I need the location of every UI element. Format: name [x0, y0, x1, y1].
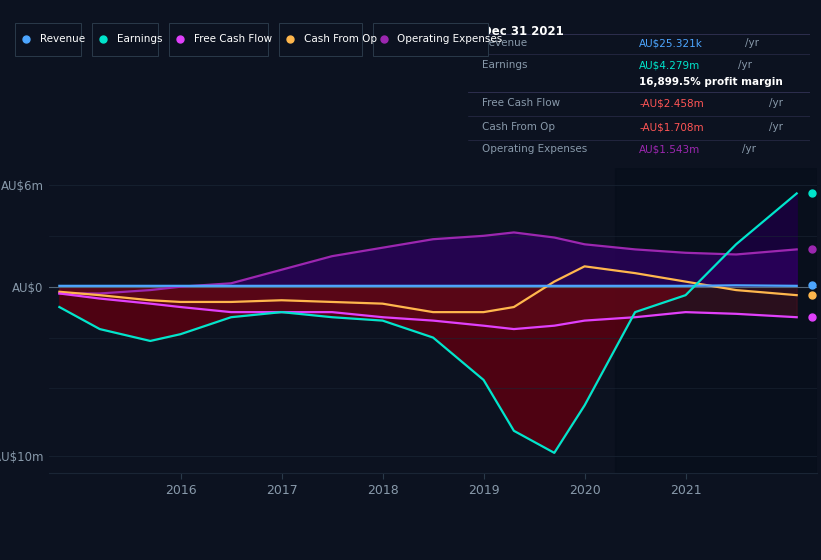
Text: /yr: /yr	[769, 122, 783, 132]
Text: 16,899.5% profit margin: 16,899.5% profit margin	[639, 77, 782, 87]
Text: AU$1.543m: AU$1.543m	[639, 144, 700, 155]
FancyBboxPatch shape	[279, 23, 361, 55]
Text: Operating Expenses: Operating Expenses	[482, 144, 587, 155]
Text: -AU$2.458m: -AU$2.458m	[639, 98, 704, 108]
FancyBboxPatch shape	[169, 23, 268, 55]
FancyBboxPatch shape	[15, 23, 81, 55]
Bar	[615, 168, 817, 473]
Text: /yr: /yr	[769, 98, 783, 108]
Text: /yr: /yr	[741, 144, 755, 155]
Text: Revenue: Revenue	[482, 38, 527, 48]
Text: Revenue: Revenue	[39, 34, 85, 44]
Text: AU$25.321k: AU$25.321k	[639, 38, 703, 48]
Text: -AU$1.708m: -AU$1.708m	[639, 122, 704, 132]
Text: AU$4.279m: AU$4.279m	[639, 60, 700, 71]
Text: Cash From Op: Cash From Op	[304, 34, 377, 44]
Text: Cash From Op: Cash From Op	[482, 122, 555, 132]
Text: /yr: /yr	[745, 38, 759, 48]
Text: Free Cash Flow: Free Cash Flow	[194, 34, 272, 44]
Text: Dec 31 2021: Dec 31 2021	[482, 25, 563, 38]
Text: Operating Expenses: Operating Expenses	[397, 34, 502, 44]
Text: Earnings: Earnings	[117, 34, 163, 44]
Text: Earnings: Earnings	[482, 60, 527, 71]
FancyBboxPatch shape	[92, 23, 158, 55]
Text: Free Cash Flow: Free Cash Flow	[482, 98, 560, 108]
FancyBboxPatch shape	[373, 23, 488, 55]
Text: /yr: /yr	[738, 60, 752, 71]
